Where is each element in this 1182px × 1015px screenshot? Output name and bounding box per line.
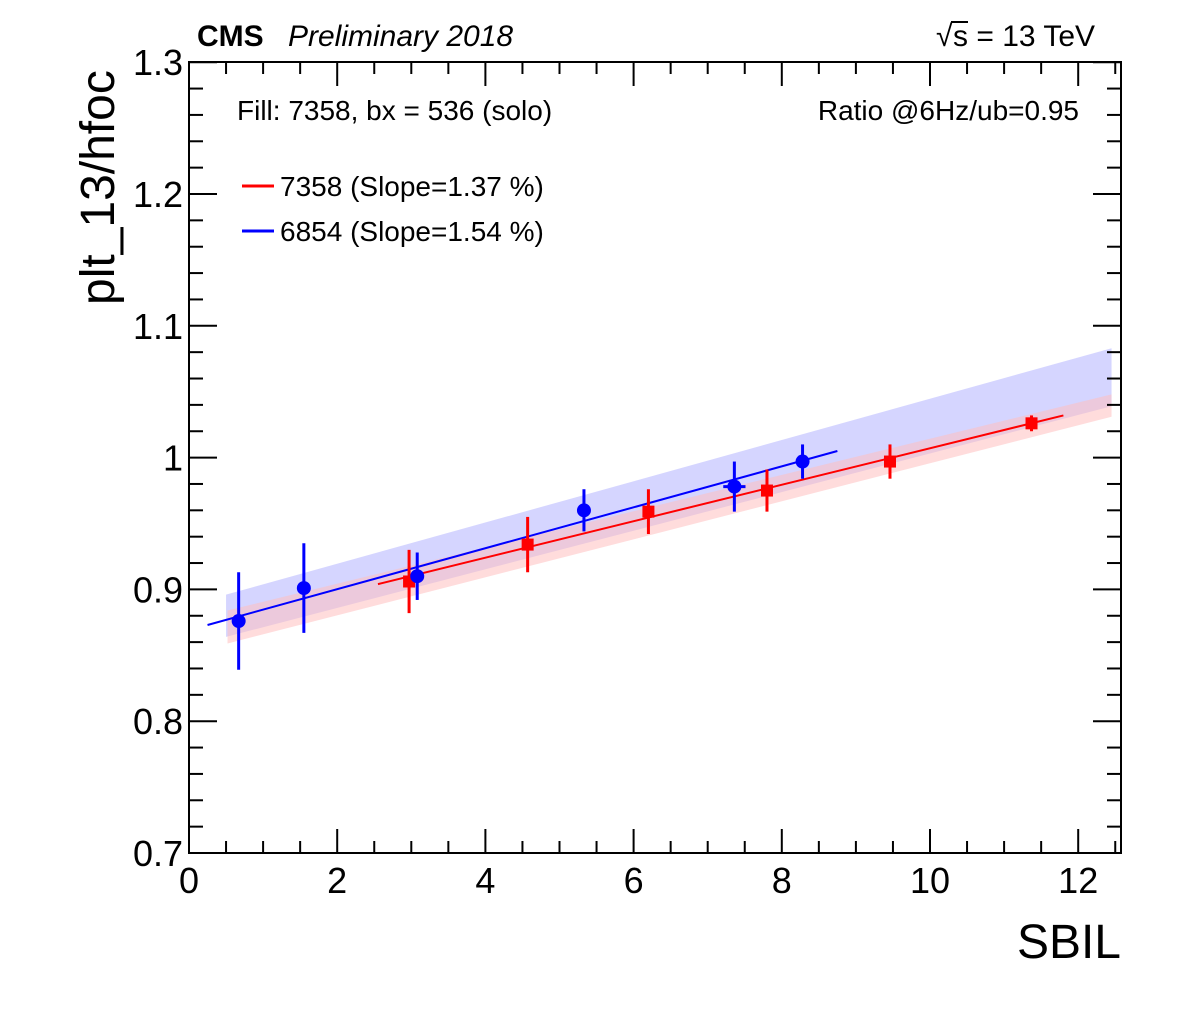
data-points [231, 415, 1038, 670]
data-point-7358-5 [1025, 415, 1038, 432]
square-marker [883, 455, 896, 468]
data-point-6854-1 [296, 543, 311, 633]
y-tick-label: 1 [163, 438, 183, 479]
x-tick-label: 10 [910, 860, 950, 901]
data-point-6854-4 [723, 461, 746, 512]
square-marker [642, 505, 655, 518]
y-tick-label: 1.2 [133, 174, 183, 215]
y-tick-label: 0.8 [133, 701, 183, 742]
y-axis-title: plt_13/hfoc [72, 70, 125, 305]
fill-info: Fill: 7358, bx = 536 (solo) [237, 95, 552, 126]
x-tick-label: 8 [772, 860, 792, 901]
data-point-7358-2 [642, 489, 655, 535]
data-point-7358-3 [760, 469, 773, 512]
x-tick-label: 2 [327, 860, 347, 901]
status-label: Preliminary 2018 [288, 20, 513, 53]
circle-marker [410, 569, 425, 584]
circle-marker [231, 614, 246, 629]
x-tick-labels: 0 2 4 6 8 10 12 [179, 860, 1098, 901]
data-point-7358-4 [883, 444, 896, 479]
circle-marker [576, 503, 591, 518]
square-marker [760, 484, 773, 497]
y-tick-label: 1.1 [133, 306, 183, 347]
square-marker [521, 538, 534, 551]
axis-ticks [188, 61, 1121, 854]
ratio-info: Ratio @6Hz/ub=0.95 [818, 95, 1079, 126]
fit-line-7358 [377, 414, 1064, 586]
data-point-6854-5 [795, 444, 810, 479]
legend-label-7358: 7358 (Slope=1.37 %) [280, 171, 544, 202]
legend-label-6854: 6854 (Slope=1.54 %) [280, 216, 544, 247]
sqrt-symbol: √ [936, 20, 953, 53]
data-point-6854-0 [231, 572, 246, 670]
circle-marker [795, 454, 810, 469]
y-tick-label: 0.9 [133, 569, 183, 610]
y-tick-label: 1.3 [133, 42, 183, 83]
data-point-6854-2 [410, 552, 425, 600]
y-tick-label: 0.7 [133, 833, 183, 874]
data-point-6854-3 [576, 489, 591, 532]
experiment-label: CMS [197, 20, 264, 53]
legend: 7358 (Slope=1.37 %) 6854 (Slope=1.54 %) [242, 171, 544, 247]
x-tick-label: 4 [475, 860, 495, 901]
square-marker [1025, 417, 1038, 430]
circle-marker [296, 581, 311, 596]
x-tick-label: 12 [1058, 860, 1098, 901]
x-axis-title: SBIL [1017, 916, 1121, 969]
y-tick-labels: 0.7 0.8 0.9 1 1.1 1.2 1.3 [133, 42, 183, 874]
circle-marker [727, 479, 742, 494]
data-point-7358-1 [521, 516, 534, 573]
x-tick-label: 6 [624, 860, 644, 901]
energy-label: s = 13 TeV [953, 20, 1095, 53]
x-tick-label: 0 [179, 860, 199, 901]
